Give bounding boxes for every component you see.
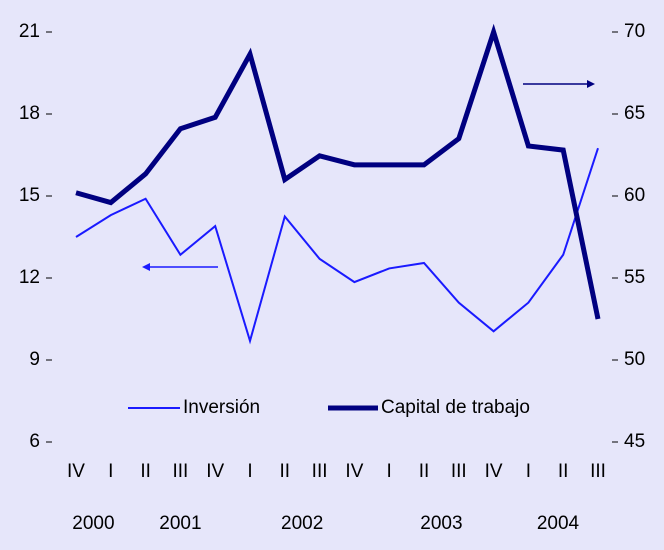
y2-tick-label: 45 <box>624 431 645 452</box>
x-tick-label: IV <box>67 461 85 482</box>
y2-tick-label: 65 <box>624 103 645 124</box>
x-tick-label: I <box>247 461 252 482</box>
x-tick-label: III <box>312 461 328 482</box>
y2-tick-label: 70 <box>624 21 645 42</box>
year-label: 2000 <box>72 513 114 534</box>
x-tick-label: II <box>140 461 151 482</box>
y-tick-label: 18 <box>19 103 40 124</box>
series-line <box>75 147 599 345</box>
x-tick-label: II <box>280 461 291 482</box>
left-arrow <box>142 263 218 271</box>
y-tick-label: 9 <box>29 349 40 370</box>
y-tick-label: 15 <box>19 185 40 206</box>
year-label: 2002 <box>281 513 323 534</box>
x-tick-label: I <box>526 461 531 482</box>
year-label: 2004 <box>537 513 580 534</box>
x-tick-label: II <box>419 461 430 482</box>
x-tick-label: II <box>558 461 569 482</box>
x-tick-label: III <box>590 461 606 482</box>
right-arrow <box>523 80 595 88</box>
y2-tick-label: 50 <box>624 349 645 370</box>
year-label: 2003 <box>420 513 462 534</box>
legend-label: Capital de trabajo <box>381 397 530 418</box>
legend: Inversión Capital de trabajo <box>128 397 530 418</box>
year-label: 2001 <box>159 513 201 534</box>
x-tick-label: IV <box>485 461 503 482</box>
y2-tick-label: 60 <box>624 185 645 206</box>
y-tick-label: 12 <box>19 267 40 288</box>
x-tick-label: I <box>108 461 113 482</box>
x-tick-label: III <box>451 461 467 482</box>
y2-tick-label: 55 <box>624 267 645 288</box>
x-tick-label: I <box>387 461 392 482</box>
x-tick-label: IV <box>345 461 363 482</box>
legend-label: Inversión <box>183 397 260 418</box>
series-line <box>75 23 601 320</box>
y-tick-label: 6 <box>29 431 40 452</box>
y-tick-label: 21 <box>19 21 40 42</box>
x-tick-label: III <box>172 461 188 482</box>
x-tick-label: IV <box>206 461 224 482</box>
